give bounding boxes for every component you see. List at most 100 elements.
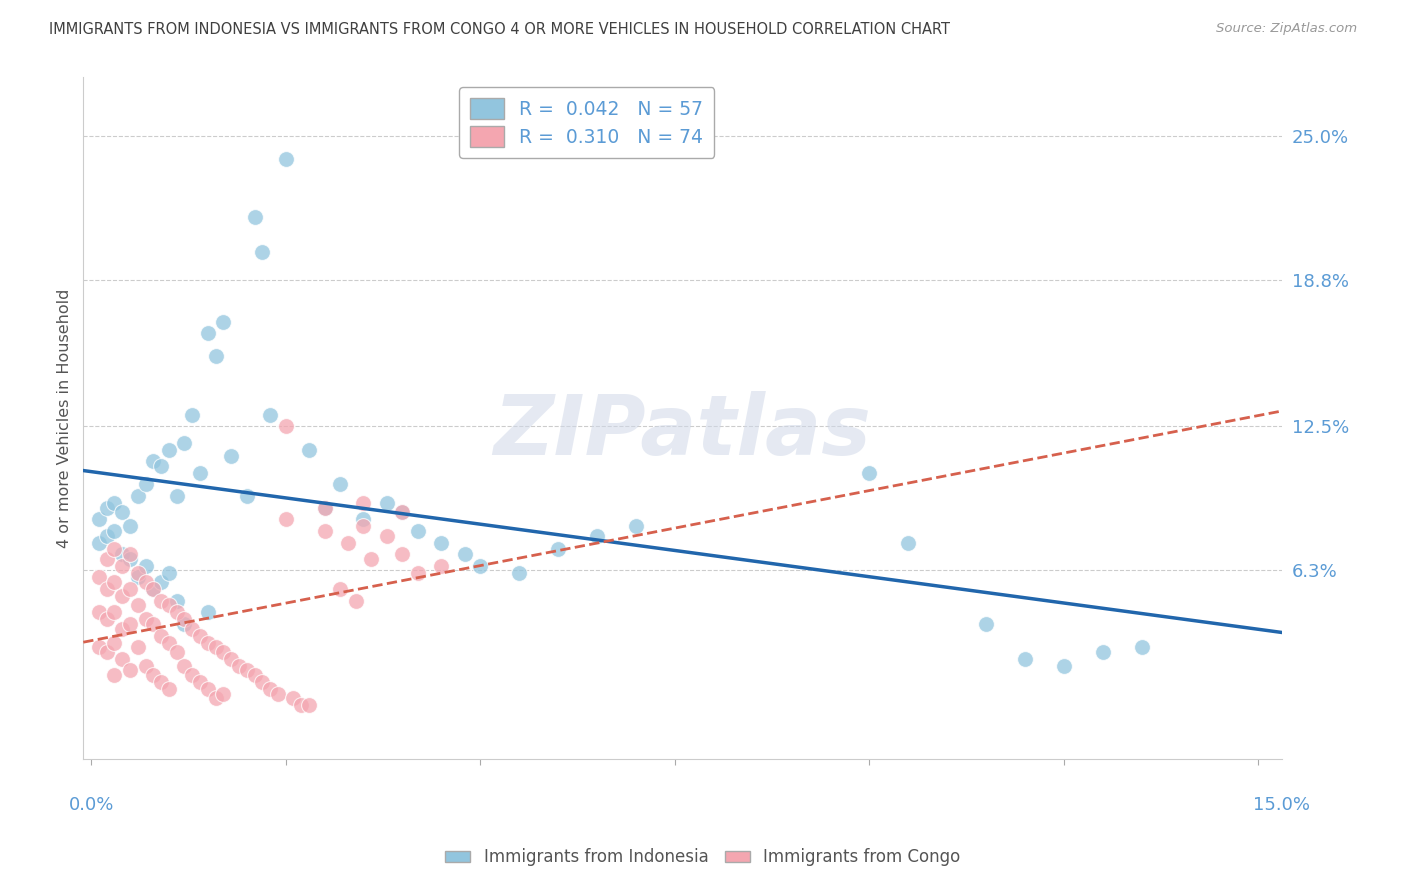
Point	[375, 528, 398, 542]
Point	[212, 687, 235, 701]
Point	[430, 535, 453, 549]
Point	[111, 589, 134, 603]
Point	[173, 435, 195, 450]
Point	[87, 512, 110, 526]
Point	[142, 454, 165, 468]
Point	[219, 450, 242, 464]
Point	[87, 640, 110, 655]
Point	[586, 528, 609, 542]
Text: IMMIGRANTS FROM INDONESIA VS IMMIGRANTS FROM CONGO 4 OR MORE VEHICLES IN HOUSEHO: IMMIGRANTS FROM INDONESIA VS IMMIGRANTS …	[49, 22, 950, 37]
Point	[103, 575, 125, 590]
Point	[103, 668, 125, 682]
Text: Source: ZipAtlas.com: Source: ZipAtlas.com	[1216, 22, 1357, 36]
Point	[1014, 652, 1036, 666]
Point	[235, 489, 257, 503]
Point	[188, 628, 211, 642]
Point	[1053, 658, 1076, 673]
Point	[157, 566, 180, 580]
Point	[1130, 640, 1153, 655]
Point	[406, 566, 429, 580]
Point	[118, 551, 141, 566]
Point	[135, 612, 157, 626]
Point	[166, 645, 188, 659]
Point	[166, 489, 188, 503]
Point	[508, 566, 530, 580]
Point	[181, 622, 204, 636]
Point	[1091, 645, 1114, 659]
Point	[453, 547, 475, 561]
Point	[135, 658, 157, 673]
Point	[103, 542, 125, 557]
Point	[897, 535, 920, 549]
Point	[142, 668, 165, 682]
Point	[103, 524, 125, 538]
Point	[150, 593, 173, 607]
Point	[150, 575, 173, 590]
Point	[142, 616, 165, 631]
Point	[96, 612, 118, 626]
Point	[181, 408, 204, 422]
Point	[406, 524, 429, 538]
Point	[235, 664, 257, 678]
Point	[298, 698, 321, 713]
Point	[188, 466, 211, 480]
Point	[157, 599, 180, 613]
Point	[329, 582, 352, 596]
Point	[259, 408, 281, 422]
Point	[197, 326, 219, 341]
Point	[127, 570, 149, 584]
Point	[103, 605, 125, 619]
Point	[228, 658, 250, 673]
Point	[118, 547, 141, 561]
Point	[118, 664, 141, 678]
Point	[135, 575, 157, 590]
Point	[127, 489, 149, 503]
Point	[243, 210, 266, 224]
Point	[118, 582, 141, 596]
Point	[142, 582, 165, 596]
Point	[336, 535, 359, 549]
Point	[360, 551, 382, 566]
Point	[118, 519, 141, 533]
Point	[96, 551, 118, 566]
Point	[127, 566, 149, 580]
Point	[204, 640, 226, 655]
Point	[252, 675, 274, 690]
Point	[118, 616, 141, 631]
Point	[974, 616, 997, 631]
Point	[329, 477, 352, 491]
Point	[135, 477, 157, 491]
Point	[204, 691, 226, 706]
Point	[470, 558, 492, 573]
Point	[219, 652, 242, 666]
Point	[103, 635, 125, 649]
Point	[96, 500, 118, 515]
Point	[197, 605, 219, 619]
Point	[111, 652, 134, 666]
Point	[111, 622, 134, 636]
Point	[87, 535, 110, 549]
Point	[173, 612, 195, 626]
Point	[243, 668, 266, 682]
Point	[173, 616, 195, 631]
Text: ZIPatlas: ZIPatlas	[494, 392, 872, 472]
Point	[103, 496, 125, 510]
Point	[391, 505, 413, 519]
Point	[111, 547, 134, 561]
Point	[166, 593, 188, 607]
Y-axis label: 4 or more Vehicles in Household: 4 or more Vehicles in Household	[58, 288, 72, 548]
Point	[212, 315, 235, 329]
Point	[197, 681, 219, 696]
Point	[96, 645, 118, 659]
Point	[181, 668, 204, 682]
Point	[96, 528, 118, 542]
Point	[87, 605, 110, 619]
Point	[274, 512, 297, 526]
Point	[314, 524, 336, 538]
Point	[157, 635, 180, 649]
Point	[858, 466, 880, 480]
Point	[391, 505, 413, 519]
Point	[259, 681, 281, 696]
Text: 15.0%: 15.0%	[1253, 797, 1310, 814]
Point	[353, 512, 375, 526]
